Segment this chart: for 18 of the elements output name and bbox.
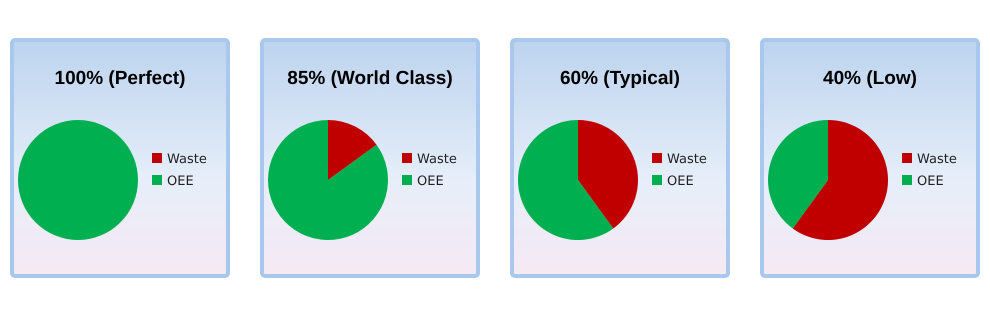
- pie-slice: [268, 120, 388, 240]
- legend-label: OEE: [167, 174, 194, 189]
- legend-label: Waste: [917, 152, 957, 167]
- chart-title: 100% (Perfect): [54, 68, 186, 89]
- chart-title: 85% (World Class): [287, 68, 453, 89]
- legend-label: Waste: [417, 152, 457, 167]
- pie-slice: [768, 120, 828, 229]
- chart-title: 60% (Typical): [560, 68, 680, 89]
- legend-label: Waste: [667, 152, 707, 167]
- pie-slice: [578, 120, 638, 229]
- pie-slice: [328, 120, 377, 180]
- legend-label: OEE: [667, 174, 694, 189]
- pie-slice: [792, 120, 888, 240]
- legend-label: OEE: [417, 174, 444, 189]
- pie-slice: [518, 120, 614, 240]
- legend-label: Waste: [167, 152, 207, 167]
- legend-label: OEE: [917, 174, 944, 189]
- chart-title: 40% (Low): [823, 68, 917, 89]
